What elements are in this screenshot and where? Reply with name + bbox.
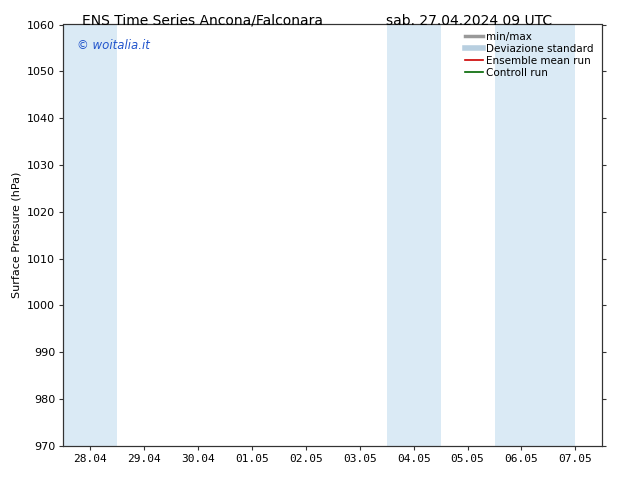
Bar: [387, 24, 441, 446]
Y-axis label: Surface Pressure (hPa): Surface Pressure (hPa): [11, 172, 22, 298]
Text: © woitalia.it: © woitalia.it: [77, 39, 150, 52]
Bar: [63, 24, 117, 446]
Text: sab. 27.04.2024 09 UTC: sab. 27.04.2024 09 UTC: [386, 14, 552, 28]
Text: ENS Time Series Ancona/Falconara: ENS Time Series Ancona/Falconara: [82, 14, 323, 28]
Legend: min/max, Deviazione standard, Ensemble mean run, Controll run: min/max, Deviazione standard, Ensemble m…: [463, 30, 597, 80]
Bar: [495, 24, 576, 446]
